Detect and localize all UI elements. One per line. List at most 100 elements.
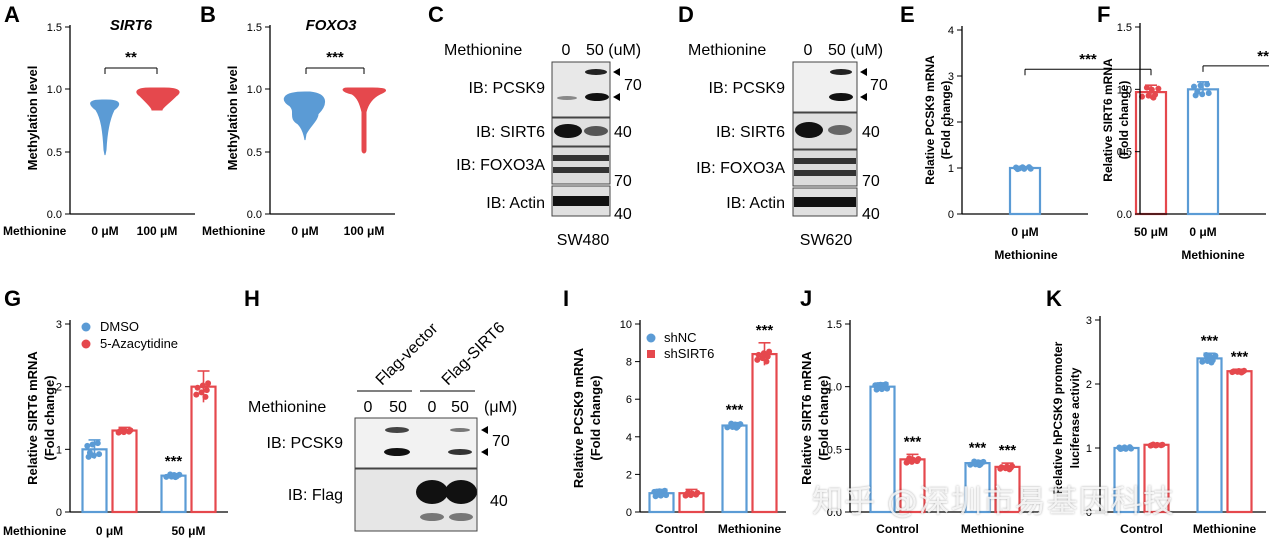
y-tick-label: 0.0 xyxy=(827,507,842,519)
data-point xyxy=(1197,82,1204,89)
mw-marker: 70 xyxy=(870,77,888,94)
data-point xyxy=(1159,441,1166,448)
band xyxy=(420,513,444,521)
band xyxy=(450,428,470,432)
panel-b: B FOXO3 Methylation level 0.0 0.5 1.0 1.… xyxy=(200,2,395,238)
data-point xyxy=(1128,445,1135,452)
mw-marker: 70 xyxy=(492,433,510,450)
y-tick-label: 2 xyxy=(1086,379,1092,391)
bar xyxy=(160,474,187,514)
dose-label: 0 xyxy=(428,399,437,416)
data-point xyxy=(1203,352,1210,359)
cell-line-label: SW480 xyxy=(557,232,610,249)
data-point xyxy=(1152,91,1159,98)
significance-label: *** xyxy=(904,433,922,450)
y-tick-label: 1.5 xyxy=(1117,22,1132,34)
data-point xyxy=(1150,441,1157,448)
data-point xyxy=(198,389,205,396)
data-point xyxy=(127,427,134,434)
y-axis-label: (Fold change) xyxy=(588,375,603,460)
arrowhead-icon xyxy=(481,448,488,456)
arrowhead-icon xyxy=(613,93,620,101)
panel-letter: K xyxy=(1046,286,1062,311)
chart-e: 0 1 2 3 4 0 μM 50 μM *** xyxy=(948,25,1168,239)
mw-marker: 70 xyxy=(624,77,642,94)
panel-letter: H xyxy=(244,286,260,311)
legend-marker xyxy=(647,350,655,358)
data-point xyxy=(967,461,974,468)
x-axis-title: Methionine xyxy=(1181,248,1245,262)
y-axis-label: Relative SIRT6 mRNA xyxy=(1101,58,1115,182)
y-tick-label: 1.5 xyxy=(47,22,62,34)
blot-row-label: IB: FOXO3A xyxy=(696,160,785,177)
data-point xyxy=(874,385,881,392)
data-point xyxy=(1212,352,1219,359)
data-point xyxy=(1145,92,1152,99)
arrowhead-icon xyxy=(860,93,867,101)
data-point xyxy=(1016,165,1023,172)
y-tick-label: 0 xyxy=(56,507,62,519)
y-tick-label: 2 xyxy=(626,469,632,481)
data-point xyxy=(199,382,206,389)
legend-entry: shSIRT6 xyxy=(664,346,714,361)
y-tick-label: 4 xyxy=(626,432,632,444)
dose-label: 0 xyxy=(562,42,571,59)
band xyxy=(384,448,410,456)
bar xyxy=(1226,370,1253,514)
blot-pcsk9 xyxy=(792,61,858,113)
data-point xyxy=(202,393,209,400)
y-tick-label: 0.0 xyxy=(247,209,262,221)
panel-f: F Relative SIRT6 mRNA (Fold change) 0.00… xyxy=(1097,2,1269,262)
data-point xyxy=(1191,83,1197,90)
data-point xyxy=(94,440,101,447)
panel-i: I Relative PCSK9 mRNA (Fold change) 0 2 4 6… xyxy=(563,286,786,536)
dose-label: 0 xyxy=(804,42,813,59)
violin-0uM xyxy=(283,91,325,141)
data-point xyxy=(694,489,701,496)
band xyxy=(449,513,473,521)
data-point xyxy=(759,355,766,362)
data-point xyxy=(1209,357,1216,364)
x-tick-label: 0 μM xyxy=(291,224,318,238)
data-point xyxy=(729,423,736,430)
y-tick-label: 0 xyxy=(1086,507,1092,519)
x-tick-label: Methionine xyxy=(1193,522,1257,536)
data-point xyxy=(1241,367,1248,374)
data-point xyxy=(205,380,212,387)
data-point xyxy=(86,449,93,456)
data-point xyxy=(1204,358,1211,365)
panel-letter: I xyxy=(563,286,569,311)
x-axis-title: Methionine xyxy=(202,224,266,238)
x-tick-label: Control xyxy=(876,522,919,536)
panel-letter: A xyxy=(4,2,20,27)
y-tick-label: 0.5 xyxy=(247,147,262,159)
data-point xyxy=(1230,368,1237,375)
y-axis-label: Methylation level xyxy=(225,66,240,171)
chart-f: 0.0 0.5 1.0 1.5 0 μM 50 μM *** xyxy=(1117,22,1269,239)
bar xyxy=(721,424,748,514)
dose-label: 50 xyxy=(389,399,407,416)
y-tick-label: 0.5 xyxy=(1117,147,1132,159)
x-tick-label: 0 μM xyxy=(1011,225,1038,239)
significance-label: *** xyxy=(1231,348,1249,365)
data-point xyxy=(915,455,922,462)
significance-label: *** xyxy=(1079,51,1097,68)
blot-row-label: IB: SIRT6 xyxy=(476,124,545,141)
significance-label: *** xyxy=(326,49,344,66)
band xyxy=(829,93,853,101)
y-axis-label: Relative PCSK9 mRNA xyxy=(571,347,586,488)
data-point xyxy=(163,473,170,480)
blot-row-label: IB: Flag xyxy=(288,487,343,504)
data-point xyxy=(1148,86,1155,93)
x-tick-label: 0 μM xyxy=(91,224,118,238)
y-axis-label: Relative SIRT6 mRNA xyxy=(25,351,40,485)
data-point xyxy=(1155,85,1162,92)
y-axis-label: Methylation level xyxy=(25,66,40,171)
data-point xyxy=(884,385,891,392)
chart-g: 0 1 2 3 0 μM 50 μM *** xyxy=(56,319,228,538)
y-tick-labels: 0.0 0.5 1.0 1.5 xyxy=(247,22,270,221)
data-point xyxy=(1003,463,1010,470)
bar xyxy=(1196,357,1223,514)
panel-letter: E xyxy=(900,2,915,27)
